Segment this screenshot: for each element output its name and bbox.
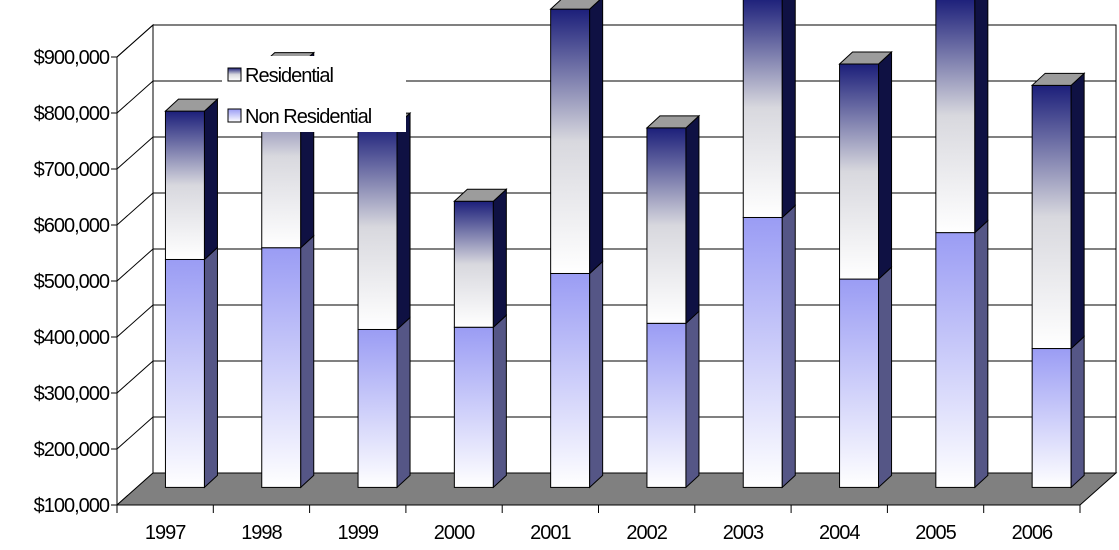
y-tick-label: $300,000	[34, 383, 110, 405]
bars	[164, 0, 1086, 489]
bar-segment	[164, 246, 218, 489]
y-tick-label: $500,000	[34, 271, 110, 293]
x-tick-label: 2006	[1012, 522, 1053, 544]
bar-front	[164, 258, 205, 488]
bar-side	[492, 314, 507, 489]
bar-segment	[550, 260, 604, 489]
x-axis: 1997 1998 1999 2000 2001 2002 2003 2004 2005 2006	[116, 504, 1081, 544]
x-tick-label: 1998	[241, 522, 282, 544]
bar-front	[935, 0, 976, 234]
bar-segment	[453, 188, 508, 329]
bar-side	[203, 246, 218, 489]
bar-top	[838, 51, 893, 65]
x-tick-label: 2000	[434, 522, 475, 544]
bar-front	[550, 8, 591, 274]
bar-side	[781, 204, 796, 489]
bar-top	[453, 188, 508, 202]
bar-side	[685, 310, 700, 489]
bar-front	[453, 326, 494, 488]
bar-side	[589, 260, 604, 489]
bar-segment	[645, 114, 701, 325]
bar-front	[646, 322, 687, 488]
bar-segment	[935, 219, 989, 489]
bar-side	[1070, 335, 1085, 489]
bar-segment	[838, 50, 893, 281]
bar-front	[1031, 348, 1072, 488]
bar-side	[1070, 72, 1085, 350]
bar-side	[492, 188, 507, 329]
bar-front	[550, 272, 591, 488]
bar-side	[300, 234, 315, 489]
bar-segment	[357, 316, 411, 489]
bar-front	[935, 232, 976, 488]
x-tick-label: 2002	[626, 522, 667, 544]
bar-segment	[646, 310, 700, 489]
legend: Residential Non Residential	[222, 56, 406, 132]
legend-swatch	[227, 108, 242, 123]
bar-segment	[164, 97, 219, 261]
x-tick-label: 2001	[530, 522, 571, 544]
y-tick-label: $900,000	[34, 47, 110, 69]
bar-segment	[549, 0, 604, 275]
bar-side	[396, 316, 411, 489]
bar-top	[549, 0, 601, 10]
bar-side	[781, 0, 796, 219]
bar-segment	[935, 0, 989, 234]
bar-side	[878, 50, 893, 281]
bar-top	[1030, 72, 1086, 86]
x-tick-label: 1997	[145, 522, 186, 544]
legend-swatch	[227, 67, 242, 82]
bar-segment	[356, 111, 412, 331]
bar-side	[396, 111, 411, 331]
x-tick-label: 2004	[819, 522, 860, 544]
legend-box	[222, 56, 406, 132]
bar-top	[164, 98, 219, 112]
y-tick-label: $600,000	[34, 215, 110, 237]
bar-front	[839, 278, 880, 488]
bar-side	[974, 219, 989, 489]
x-tick-label: 1999	[338, 522, 379, 544]
bar-side	[878, 265, 893, 489]
y-tick-label: $100,000	[34, 495, 110, 517]
bar-top	[645, 115, 701, 129]
x-tick-label: 2003	[723, 522, 764, 544]
bar-segment	[1031, 335, 1085, 489]
bar-front	[1031, 84, 1072, 350]
bar-front	[357, 328, 398, 488]
bar-front	[742, 0, 783, 218]
bar-segment	[1030, 72, 1086, 350]
bar-segment	[261, 234, 315, 489]
bar-front	[839, 63, 880, 280]
y-tick-label: $700,000	[34, 159, 110, 181]
bar-side	[203, 97, 218, 261]
bar-side	[589, 0, 604, 275]
y-tick-label: $200,000	[34, 439, 110, 461]
x-tick-label: 2005	[915, 522, 956, 544]
bar-segment	[742, 0, 796, 219]
y-tick-label: $400,000	[34, 327, 110, 349]
legend-label: Residential	[245, 65, 334, 87]
bar-front	[646, 127, 687, 324]
bar-side	[685, 114, 700, 325]
bar-segment	[839, 265, 893, 489]
legend-label: Non Residential	[245, 106, 372, 128]
bar-front	[357, 124, 398, 330]
bar-front	[453, 200, 494, 328]
bar-front	[261, 247, 302, 488]
bar-segment	[742, 204, 796, 489]
y-tick-label: $800,000	[34, 103, 110, 125]
y-axis: $100,000 $200,000 $300,000 $400,000 $500,000…	[34, 47, 118, 517]
bar-segment	[453, 314, 507, 489]
bar-front	[742, 216, 783, 488]
bar-front	[164, 110, 205, 260]
bar-side	[974, 0, 989, 234]
